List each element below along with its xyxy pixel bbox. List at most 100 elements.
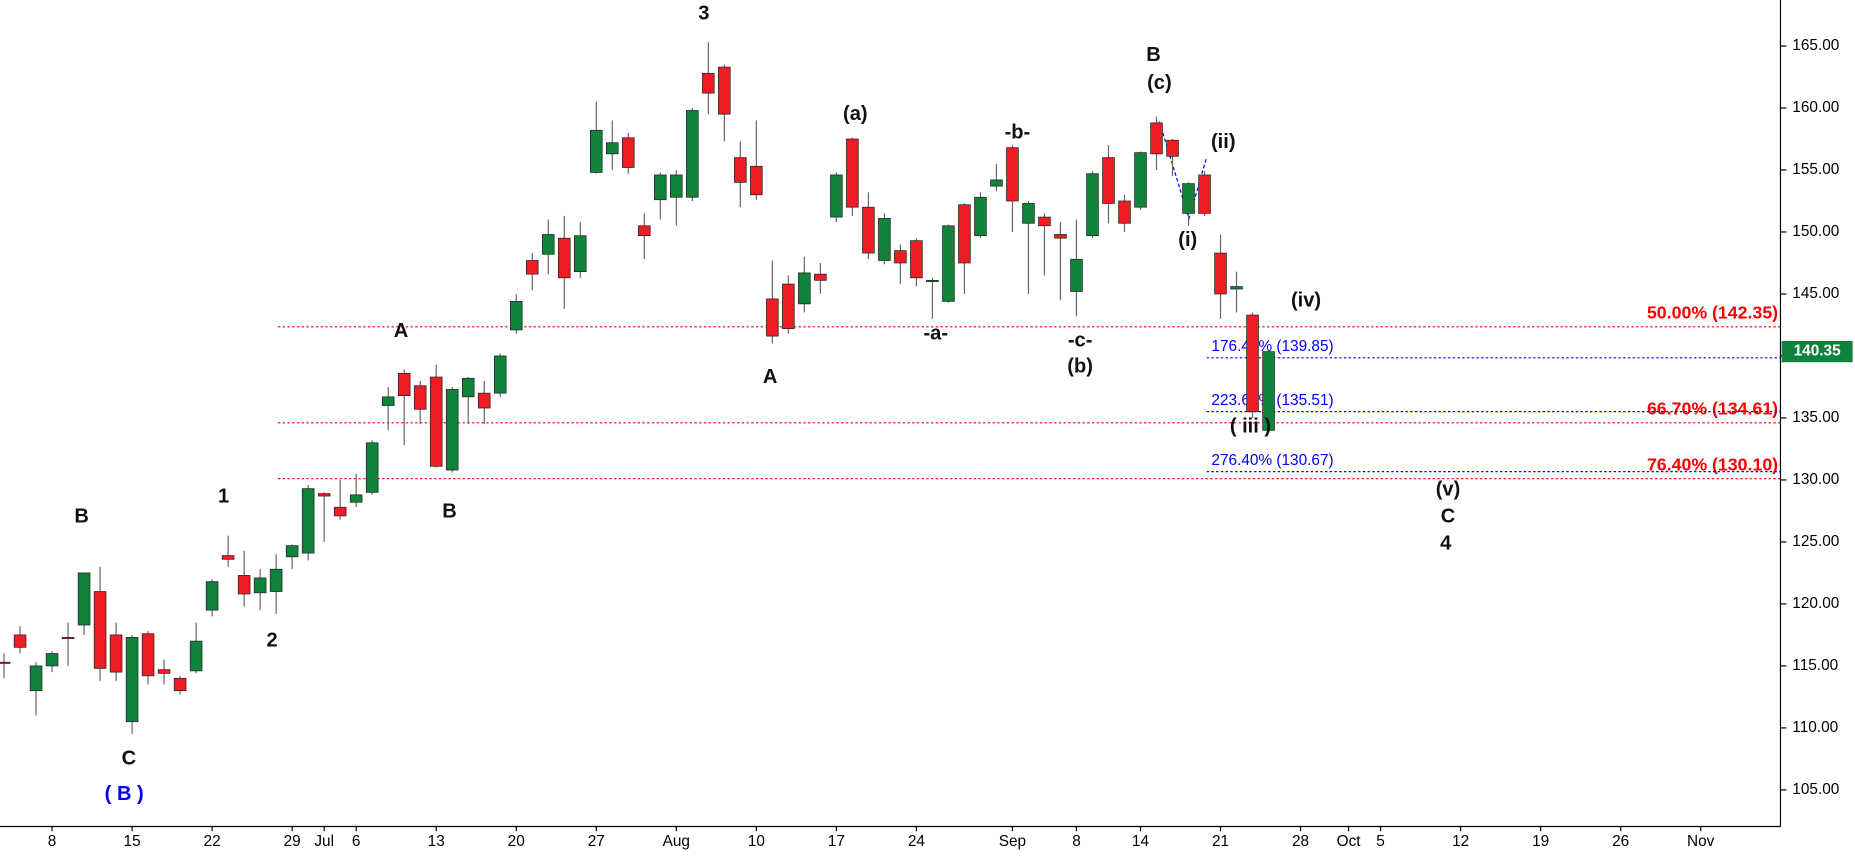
candle-body [557,237,571,279]
candle-body [734,157,747,183]
level-label: 66.70% (134.61) [1647,398,1778,418]
x-tick-label: 24 [908,833,926,850]
candle-body [141,633,155,677]
candle-body [269,568,283,592]
candle-body [93,591,107,669]
y-tick-label: 155.00 [1792,161,1839,178]
wave-label: A [763,366,778,388]
candle-body [910,240,923,279]
wave-label: B [1146,44,1161,66]
candle-body [381,396,395,406]
candle-body [1198,174,1211,214]
candle-body [77,572,91,626]
candle-body [846,138,859,208]
x-tick-label: 14 [1132,833,1150,850]
wave-label: C [1441,505,1456,527]
x-tick-label: Oct [1337,833,1362,850]
y-tick-label: 115.00 [1792,657,1838,674]
candle-body [974,196,987,237]
candle-body [798,272,811,305]
candle-body [61,637,75,640]
candle-body [1150,122,1163,155]
candle-body [189,640,203,672]
last-price-box [1781,340,1853,363]
candle-body [333,506,347,517]
y-tick-label: 135.00 [1792,409,1839,426]
candle-body [1118,200,1131,224]
candle-body [429,376,443,467]
x-tick-label: 13 [428,833,445,850]
candle-body [13,634,27,648]
wave-label: 4 [1440,533,1452,555]
x-tick-label: Sep [999,833,1026,850]
wave-label: A [394,320,409,342]
candle-body [125,637,139,723]
candle-body [397,372,411,396]
candle-body [365,442,379,493]
candle-body [878,217,891,261]
candle-body [686,110,699,198]
wave-label: (a) [843,103,868,125]
wave-label: C [122,748,137,770]
wave-label: (i) [1178,229,1197,251]
candle-body [477,392,491,409]
wave-label: ( iii ) [1230,416,1271,438]
candle-body [782,283,795,330]
candle-body [173,677,187,692]
candle-body [0,661,11,664]
level-label: 76.40% (130.10) [1647,454,1778,474]
candle-body [253,577,267,594]
candle-body [926,279,939,282]
candle-body [301,488,315,554]
candle-body [541,234,555,255]
wave-label: 2 [267,629,278,651]
level-label: 50.00% (142.35) [1647,303,1778,323]
candle-body [205,581,219,611]
x-tick-label: 28 [1292,833,1309,850]
x-tick-label: 27 [588,833,605,850]
candle-body [509,301,523,331]
candle-body [237,575,251,595]
candle-body [1022,203,1035,224]
x-tick-label: 10 [748,833,765,850]
y-tick-label: 105.00 [1792,781,1839,798]
candle-body [1230,286,1243,290]
candle-body [622,137,635,168]
y-tick-label: 150.00 [1792,223,1839,240]
wave-label: B [74,505,89,527]
candle-body [413,385,427,410]
candle-body [750,165,763,196]
y-tick-label: 160.00 [1792,99,1839,116]
x-tick-label: 8 [1072,833,1081,850]
candle-body [766,298,779,337]
candle-body [718,66,731,115]
x-tick-label: Jul [314,833,334,850]
candle-body [525,260,539,275]
x-tick-label: 21 [1212,833,1229,850]
candle-body [1214,252,1227,295]
candle-body [830,174,843,218]
x-tick-label: 12 [1452,833,1469,850]
wave-label: -c- [1068,330,1093,352]
x-tick-label: 15 [124,833,141,850]
candle-body [1182,183,1195,214]
last-price-label: 140.35 [1794,343,1841,360]
x-tick-label: 22 [204,833,221,850]
candle-body [1086,173,1099,237]
level-label: 276.40% (130.67) [1211,452,1333,469]
x-tick-label: 8 [48,833,57,850]
wave-label: (c) [1147,72,1172,94]
candle-body [958,204,971,264]
candle-body [1246,314,1259,413]
candle-body [1262,351,1275,431]
candle-body [285,545,299,558]
candle-body [1038,216,1051,227]
candle-body [638,225,651,237]
candle-body [573,235,587,273]
candle-body [702,72,715,94]
candle-body [654,174,667,201]
y-tick-label: 145.00 [1792,285,1839,302]
wave-label: (iv) [1291,289,1321,311]
